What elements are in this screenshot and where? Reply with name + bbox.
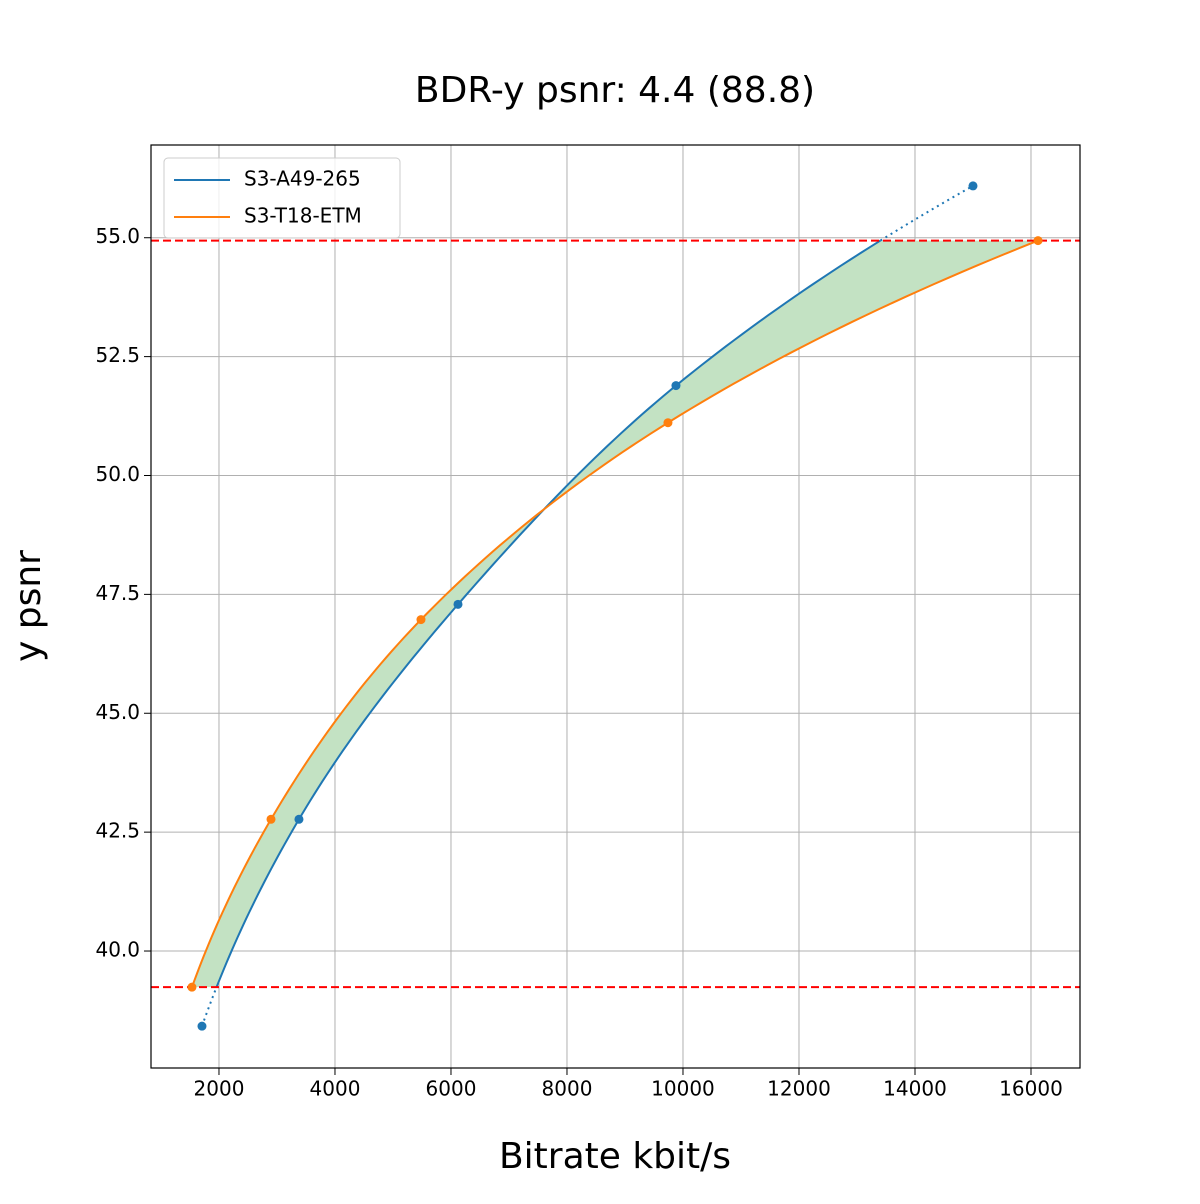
data-point: [1033, 236, 1043, 246]
data-point: [266, 814, 276, 824]
data-point: [294, 814, 304, 824]
x-tick-label: 14000: [883, 1077, 947, 1101]
legend-label: S3-T18-ETM: [244, 204, 362, 228]
data-point: [187, 982, 197, 992]
x-tick-label: 8000: [542, 1077, 593, 1101]
data-point: [416, 615, 426, 625]
y-axis-label: y psnr: [8, 550, 49, 662]
y-tick-label: 40.0: [95, 938, 140, 962]
x-tick-label: 12000: [767, 1077, 831, 1101]
y-tick-label: 42.5: [95, 819, 140, 843]
data-point: [663, 418, 673, 428]
y-tick-label: 47.5: [95, 581, 140, 605]
data-point: [453, 599, 463, 609]
chart-title: BDR-y psnr: 4.4 (88.8): [415, 70, 815, 111]
fit-extrapolation: [201, 986, 218, 1027]
x-tick-label: 4000: [310, 1077, 361, 1101]
x-axis-label: Bitrate kbit/s: [499, 1136, 731, 1177]
y-tick-label: 50.0: [95, 462, 140, 486]
legend-label: S3-A49-265: [244, 167, 361, 191]
x-tick-label: 2000: [194, 1077, 245, 1101]
data-point: [671, 381, 681, 391]
x-tick-label: 10000: [651, 1077, 715, 1101]
plot-frame: [150, 144, 1081, 1069]
x-tick-label: 16000: [999, 1077, 1063, 1101]
fit-curve: [191, 239, 1039, 988]
y-tick-label: 52.5: [95, 343, 140, 367]
y-tick-label: 55.0: [95, 224, 140, 248]
data-point: [968, 181, 978, 191]
x-tick-label: 6000: [426, 1077, 477, 1101]
y-tick-label: 45.0: [95, 700, 140, 724]
fit-curve: [215, 239, 881, 988]
data-point: [197, 1021, 207, 1031]
